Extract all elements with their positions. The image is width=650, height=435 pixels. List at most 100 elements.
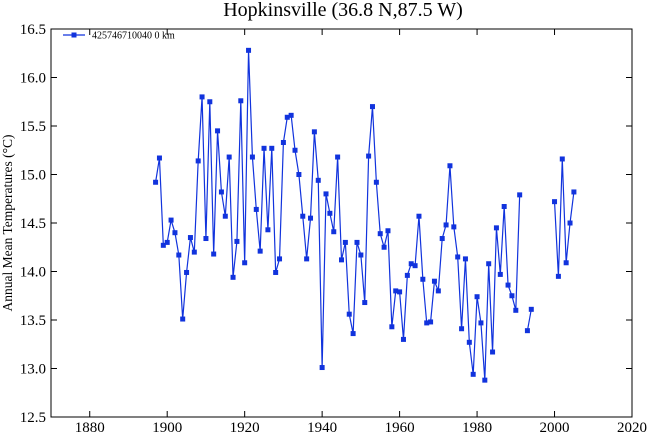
- legend: 425746710040 0 km: [63, 31, 175, 42]
- data-point: [563, 260, 569, 266]
- data-point: [311, 129, 317, 135]
- data-point: [304, 256, 310, 262]
- data-point: [517, 192, 523, 198]
- x-tick-label: 1940: [307, 420, 337, 435]
- data-point: [288, 112, 294, 118]
- data-point: [513, 307, 519, 313]
- data-point: [238, 98, 244, 104]
- y-tick-label: 13.0: [20, 362, 46, 378]
- data-point: [389, 324, 395, 330]
- data-point: [443, 222, 449, 228]
- y-tick-label: 14.5: [20, 216, 46, 232]
- data-point: [269, 145, 275, 151]
- data-point: [501, 204, 507, 210]
- data-point: [315, 177, 321, 183]
- data-point: [253, 206, 259, 212]
- data-point: [211, 251, 217, 257]
- data-point: [342, 239, 348, 245]
- data-point: [195, 158, 201, 164]
- data-point: [323, 191, 329, 197]
- data-point: [246, 47, 252, 53]
- data-point: [435, 288, 441, 294]
- axes: 1880 1900 1920 1940 1960 1980 2000 2020 12.5 13.0…: [20, 22, 647, 435]
- data-point: [373, 179, 379, 185]
- data-point: [431, 278, 437, 284]
- data-point: [358, 252, 364, 258]
- data-point: [408, 261, 414, 267]
- y-tick-label: 16.5: [20, 22, 46, 38]
- data-point: [528, 306, 534, 312]
- data-point: [451, 224, 457, 230]
- data-point: [191, 249, 197, 255]
- series-line: [526, 309, 532, 331]
- data-point: [567, 220, 573, 226]
- data-point: [327, 210, 333, 216]
- data-point: [184, 269, 190, 275]
- data-point: [482, 377, 488, 383]
- data-point: [393, 288, 399, 294]
- plot-frame: [50, 28, 633, 418]
- legend-label: 425746710040 0 km: [92, 31, 175, 42]
- data-point: [339, 257, 344, 263]
- data-point: [381, 244, 387, 250]
- y-tick-label: 12.5: [20, 410, 46, 426]
- y-tick-label: 15.0: [20, 168, 46, 184]
- x-tick-label: 1880: [75, 420, 105, 435]
- data-point: [156, 155, 162, 161]
- x-tick-label: 1900: [152, 420, 182, 435]
- data-point: [350, 331, 356, 337]
- data-point: [164, 239, 170, 245]
- data-point: [207, 99, 213, 105]
- data-point: [261, 145, 267, 151]
- y-tick-label: 16.0: [20, 71, 46, 87]
- data-point: [176, 252, 182, 258]
- data-point: [397, 289, 403, 295]
- data-point: [424, 320, 430, 326]
- data-point: [412, 263, 418, 269]
- data-point: [459, 326, 465, 332]
- data-point: [335, 154, 341, 160]
- x-tick-label: 1980: [462, 420, 492, 435]
- data-point: [273, 269, 279, 275]
- data-point: [172, 230, 178, 236]
- data-point: [490, 349, 496, 355]
- data-point: [486, 261, 492, 267]
- data-point: [308, 215, 314, 221]
- data-point: [168, 217, 174, 223]
- data-point: [478, 320, 484, 326]
- data-point: [215, 128, 221, 134]
- data-point: [497, 271, 503, 277]
- data-point: [153, 179, 159, 185]
- plot-series: [153, 47, 577, 383]
- data-point: [354, 239, 360, 245]
- data-point: [226, 154, 232, 160]
- x-tick-label: 1960: [385, 420, 415, 435]
- chart-title: Hopkinsville (36.8 N,87.5 W): [223, 0, 463, 21]
- data-point: [447, 163, 453, 169]
- data-point: [296, 172, 302, 177]
- data-point: [428, 319, 434, 325]
- data-point: [571, 189, 577, 195]
- data-point: [559, 156, 565, 162]
- data-point: [230, 274, 236, 280]
- data-point: [474, 294, 480, 300]
- data-point: [377, 231, 383, 237]
- legend-marker: [71, 32, 77, 38]
- data-point: [222, 213, 228, 219]
- data-point: [346, 311, 352, 317]
- data-point: [455, 254, 461, 260]
- data-point: [249, 154, 255, 160]
- data-point: [187, 235, 193, 241]
- x-tick-label: 2020: [617, 420, 647, 435]
- x-tick-label: 1920: [230, 420, 260, 435]
- data-point: [234, 238, 240, 244]
- y-tick-label: 14.0: [20, 265, 46, 281]
- data-point: [420, 276, 426, 282]
- data-point: [362, 300, 368, 306]
- data-point: [265, 227, 271, 233]
- data-point: [524, 328, 530, 334]
- data-point: [242, 260, 248, 266]
- y-axis-label: Annual Mean Temperatures (°C): [0, 134, 15, 311]
- data-point: [218, 189, 224, 195]
